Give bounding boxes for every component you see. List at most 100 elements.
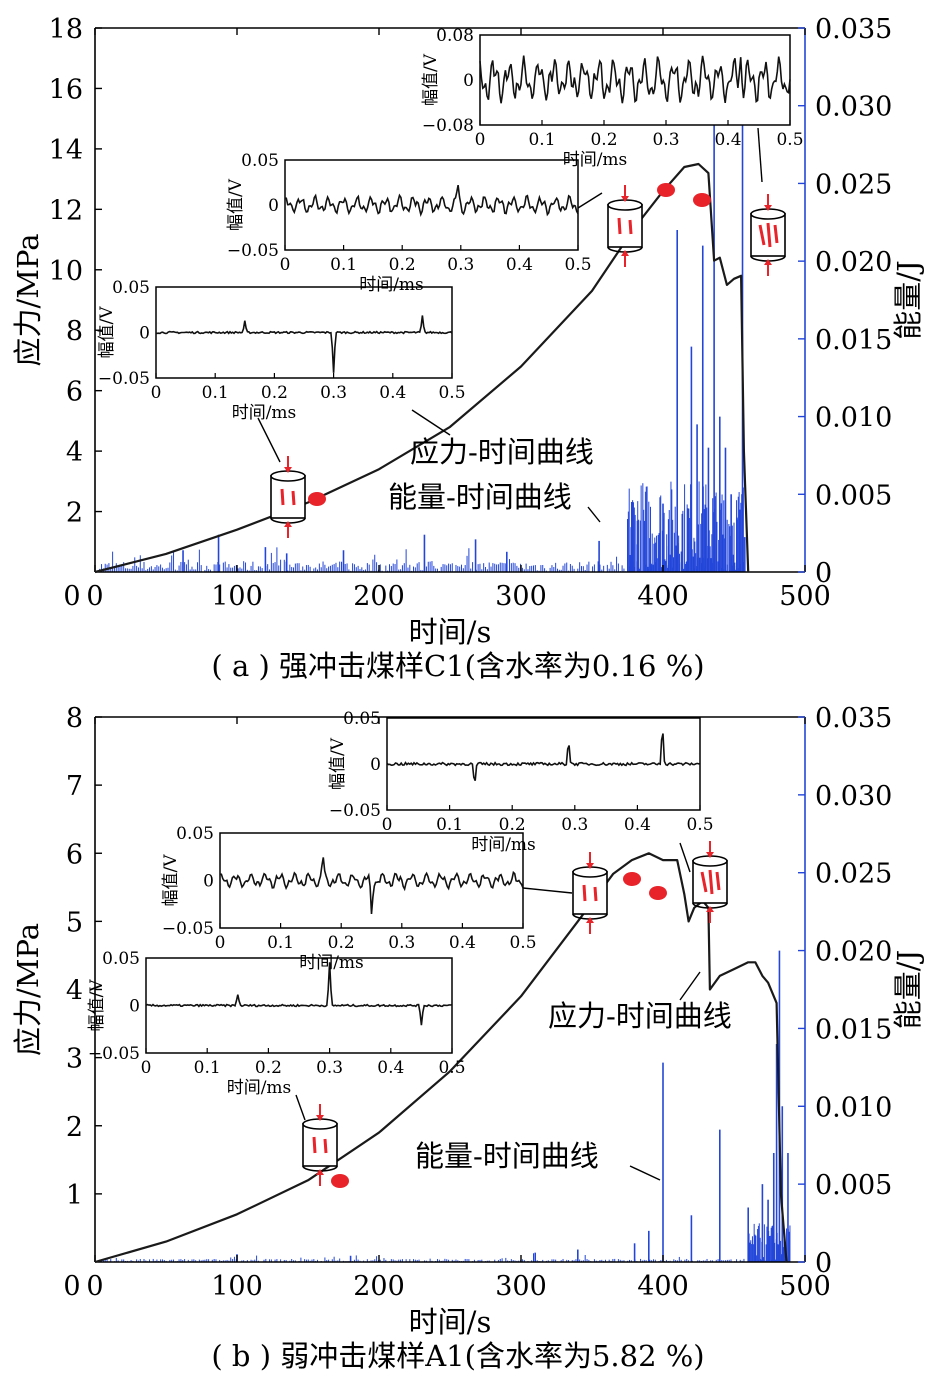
chart-panel-1: 0 100 200 300 400 50002468101214161800.0050.0… <box>11 14 925 683</box>
load-arrowhead <box>764 205 772 211</box>
crack-mark <box>766 222 772 248</box>
inset-x-tick-label: 0.5 <box>686 815 713 835</box>
inset-y-tick-label: −0.05 <box>98 369 150 389</box>
load-arrowhead <box>316 1169 324 1175</box>
state-point-marker <box>693 193 711 207</box>
inset-waveform-line <box>479 55 791 104</box>
coal-sample-icon <box>302 1104 338 1186</box>
inset-x-tick-label: 0.4 <box>377 1058 404 1078</box>
y2-tick-label: 0.010 <box>815 1092 892 1123</box>
y2-tick-label: 0.020 <box>815 247 892 278</box>
y2-axis-title: 能量/J <box>891 950 925 1029</box>
crack-mark <box>323 1138 328 1154</box>
crack-mark <box>700 871 708 893</box>
inset-x-tick-label: 0.2 <box>499 815 526 835</box>
x-tick-label: 0 <box>86 581 103 612</box>
inset-y-tick-label: 0 <box>203 872 214 892</box>
inset-leader-line <box>577 192 603 209</box>
state-point-marker <box>308 492 326 506</box>
y-axis-title: 应力/MPa <box>11 234 45 367</box>
inset-y-tick-label: 0.05 <box>343 709 381 729</box>
y2-tick-label: 0.030 <box>815 781 892 812</box>
inset-leader-line <box>295 1094 306 1121</box>
y-tick-label: 2 <box>66 498 83 529</box>
load-arrowhead <box>284 467 292 473</box>
origin-label: 0 <box>63 1271 80 1302</box>
inset-x-tick-label: 0 <box>475 130 486 150</box>
y-tick-label: 18 <box>49 14 83 45</box>
y2-tick-label: 0.035 <box>815 703 892 734</box>
inset-y-tick-label: −0.05 <box>227 241 279 261</box>
inset-y-tick-label: 0 <box>370 755 381 775</box>
stress-label-leader <box>411 409 451 436</box>
inset-x-title: 时间/ms <box>471 835 536 855</box>
inset-x-tick-label: 0.5 <box>509 933 536 953</box>
y-tick-label: 10 <box>49 256 83 287</box>
inset-x-tick-label: 0.1 <box>436 815 463 835</box>
x-axis-title: 时间/s <box>409 615 492 649</box>
stress-label-leader <box>679 971 701 1001</box>
load-arrowhead <box>586 917 594 923</box>
y-axis-title: 应力/MPa <box>11 923 45 1056</box>
energy-label-leader <box>629 1165 661 1181</box>
inset-x-tick-label: 0.1 <box>194 1058 221 1078</box>
y2-tick-label: 0.025 <box>815 169 892 200</box>
inset-y-tick-label: 0.08 <box>436 26 474 46</box>
inset-x-tick-label: 0 <box>151 383 162 403</box>
x-tick-label: 300 <box>495 581 547 612</box>
crack-mark <box>582 884 587 902</box>
inset-waveform-line <box>219 857 524 914</box>
coal-sample-icon <box>607 185 643 267</box>
y2-axis-title: 能量/J <box>891 260 925 339</box>
x-tick-label: 100 <box>211 581 263 612</box>
inset-waveform-line <box>284 184 579 217</box>
x-tick-label: 0 <box>86 1271 103 1302</box>
inset-x-tick-label: 0 <box>382 815 393 835</box>
inset-x-tick-label: 0.5 <box>438 1058 465 1078</box>
inset-y-title: 幅值/V <box>226 178 246 231</box>
y-tick-label: 6 <box>66 839 83 870</box>
inset-x-tick-label: 0.3 <box>320 383 347 403</box>
origin-label: 0 <box>63 581 80 612</box>
coal-sample-icon <box>692 841 728 923</box>
inset-waveform-line <box>155 315 453 373</box>
crack-mark <box>773 224 779 244</box>
x-tick-label: 300 <box>495 1271 547 1302</box>
inset-leader-line <box>679 842 691 873</box>
load-arrowhead <box>586 863 594 869</box>
y-tick-label: 5 <box>66 907 83 938</box>
y2-tick-label: 0.010 <box>815 403 892 434</box>
inset-x-tick-label: 0.1 <box>202 383 229 403</box>
crack-mark <box>758 224 766 246</box>
y2-tick-label: 0 <box>815 558 832 589</box>
crack-mark <box>593 886 598 902</box>
y-tick-label: 8 <box>66 703 83 734</box>
coal-sample-icon <box>750 194 786 276</box>
y-tick-label: 7 <box>66 771 83 802</box>
inset-x-tick-label: 0.4 <box>714 130 741 150</box>
inset-leader-line <box>757 127 763 183</box>
inset-y-tick-label: 0 <box>129 997 140 1017</box>
x-tick-label: 500 <box>779 1271 831 1302</box>
energy-curve-label: 能量-时间曲线 <box>388 480 572 514</box>
state-point-marker <box>649 886 667 900</box>
load-arrowhead <box>764 259 772 265</box>
inset-y-tick-label: 0 <box>268 196 279 216</box>
inset-y-tick-label: −0.05 <box>329 801 381 821</box>
inset-x-tick-label: 0.3 <box>316 1058 343 1078</box>
x-tick-label: 400 <box>637 581 689 612</box>
inset-x-tick-label: 0.1 <box>528 130 555 150</box>
inset-y-title: 幅值/V <box>97 306 117 359</box>
y-tick-label: 4 <box>66 437 83 468</box>
inset-x-tick-label: 0.4 <box>449 933 476 953</box>
inset-x-title: 时间/ms <box>299 953 364 973</box>
x-tick-label: 200 <box>353 1271 405 1302</box>
load-arrowhead <box>706 852 714 858</box>
y2-tick-label: 0.025 <box>815 859 892 890</box>
inset-y-tick-label: 0.05 <box>102 949 140 969</box>
inset-y-tick-label: −0.05 <box>162 919 214 939</box>
inset-x-title: 时间/ms <box>563 150 628 170</box>
